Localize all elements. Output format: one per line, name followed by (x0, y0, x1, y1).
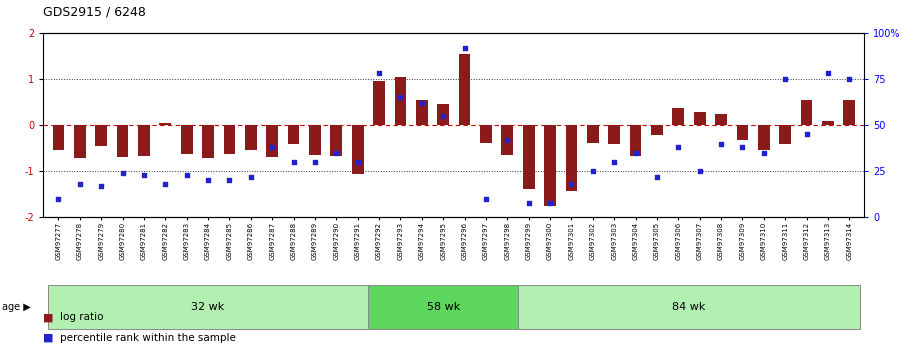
Text: 58 wk: 58 wk (426, 302, 460, 312)
Text: age ▶: age ▶ (2, 302, 31, 312)
Bar (159, 123, 171, 125)
Point (94, 183, 109, 189)
Point (393, 95, 407, 100)
Point (308, 159, 322, 165)
Point (265, 145, 280, 150)
Text: GDS2915 / 6248: GDS2915 / 6248 (43, 5, 147, 18)
Bar (138, 125, 150, 156)
Bar (224, 125, 235, 154)
Point (137, 172, 151, 178)
Point (436, 113, 451, 119)
Point (714, 141, 729, 146)
Point (72, 181, 87, 187)
Point (543, 200, 557, 205)
Bar (737, 125, 748, 140)
Bar (181, 125, 193, 154)
Point (329, 150, 344, 156)
Bar (416, 100, 428, 125)
Bar (801, 100, 813, 125)
Bar (245, 125, 257, 150)
Bar (95, 125, 107, 146)
Point (286, 159, 300, 165)
Point (628, 150, 643, 156)
Text: log ratio: log ratio (60, 313, 103, 322)
Point (372, 71, 386, 76)
Bar (266, 125, 278, 157)
Bar (544, 125, 556, 206)
Bar (843, 100, 855, 125)
Bar (694, 112, 706, 125)
Point (521, 200, 536, 205)
Text: ■: ■ (43, 333, 54, 343)
Point (842, 76, 856, 82)
Point (479, 196, 493, 202)
Bar (501, 125, 513, 155)
Point (52, 196, 66, 202)
Bar (587, 125, 599, 142)
Bar (757, 125, 769, 150)
Point (607, 159, 622, 165)
Text: 32 wk: 32 wk (192, 302, 224, 312)
Bar (651, 125, 662, 135)
Bar (715, 114, 727, 125)
Point (179, 172, 194, 178)
Bar (566, 125, 577, 190)
Bar (672, 108, 684, 125)
Text: ■: ■ (43, 313, 54, 322)
Point (158, 181, 173, 187)
Point (115, 170, 129, 176)
Bar (117, 125, 129, 157)
Bar (373, 81, 385, 125)
Text: percentile rank within the sample: percentile rank within the sample (60, 333, 235, 343)
Bar (52, 125, 64, 150)
Bar (352, 125, 364, 174)
Point (586, 168, 600, 174)
Point (457, 45, 472, 50)
Bar (608, 125, 620, 145)
Point (201, 178, 215, 183)
Point (799, 131, 814, 137)
Point (243, 174, 258, 179)
Point (778, 76, 793, 82)
Bar (395, 77, 406, 125)
Bar (822, 121, 834, 125)
Bar (523, 125, 535, 189)
Point (500, 137, 515, 142)
Bar (202, 125, 214, 158)
Bar (288, 125, 300, 144)
Point (821, 71, 835, 76)
Point (414, 100, 429, 106)
Bar (779, 125, 791, 145)
Bar (74, 125, 86, 158)
Bar (480, 125, 491, 142)
Point (735, 145, 749, 150)
Point (222, 178, 236, 183)
Bar (330, 125, 342, 156)
Point (757, 150, 771, 156)
Bar (48, 285, 368, 329)
Bar (368, 285, 518, 329)
Point (564, 181, 578, 187)
Point (350, 159, 365, 165)
Bar (518, 285, 860, 329)
Point (692, 168, 707, 174)
Bar (459, 53, 471, 125)
Bar (309, 125, 320, 155)
Bar (437, 104, 449, 125)
Bar (630, 125, 642, 156)
Text: 84 wk: 84 wk (672, 302, 706, 312)
Point (650, 174, 664, 179)
Point (672, 145, 686, 150)
